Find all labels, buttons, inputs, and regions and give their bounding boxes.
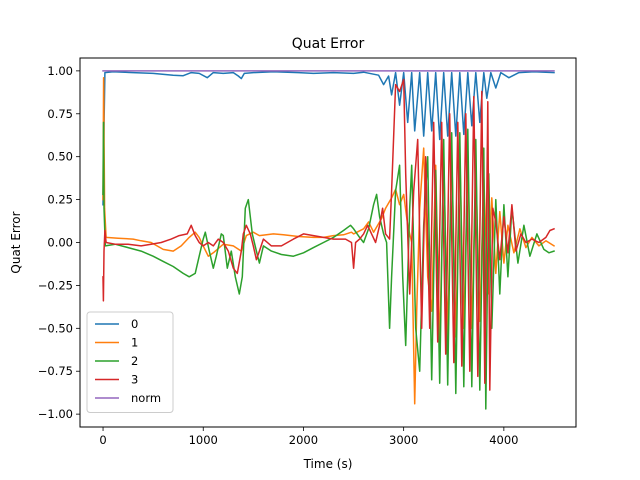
x-tick-label: 1000 <box>189 433 218 447</box>
legend-label-3: 3 <box>131 373 138 387</box>
series-layer <box>102 70 556 410</box>
y-tick-label: −0.75 <box>38 364 73 378</box>
legend-label-1: 1 <box>131 336 138 350</box>
y-tick-label: 0.75 <box>47 107 73 121</box>
x-tick-label: 2000 <box>289 433 318 447</box>
legend-label-norm: norm <box>131 391 161 405</box>
series-line-2 <box>102 121 555 410</box>
y-tick-label: −0.50 <box>38 321 73 335</box>
series-line-0 <box>102 70 555 206</box>
legend-label-2: 2 <box>131 354 138 368</box>
series-line-3 <box>102 78 555 391</box>
y-tick-label: 0.25 <box>47 193 73 207</box>
y-tick-label: −0.25 <box>38 278 73 292</box>
y-axis: −1.00 −0.75 −0.50 −0.25 0.00 0.25 0.50 0.75 1.00 <box>38 64 80 421</box>
y-axis-title: Quat Error <box>9 211 23 273</box>
legend: 0 1 2 3 norm <box>86 311 174 413</box>
y-tick-label: −1.00 <box>38 407 73 421</box>
x-axis: 0 1000 2000 3000 4000 <box>99 427 518 447</box>
y-tick-label: 1.00 <box>47 64 73 78</box>
y-tick-label: 0.50 <box>47 150 73 164</box>
chart-title: Quat Error <box>292 36 365 52</box>
x-tick-label: 3000 <box>389 433 418 447</box>
x-tick-label: 0 <box>99 433 106 447</box>
y-tick-label: 0.00 <box>47 236 73 250</box>
legend-box <box>86 311 174 413</box>
legend-label-0: 0 <box>131 317 138 331</box>
x-axis-title: Time (s) <box>303 457 353 471</box>
x-tick-label: 4000 <box>489 433 518 447</box>
